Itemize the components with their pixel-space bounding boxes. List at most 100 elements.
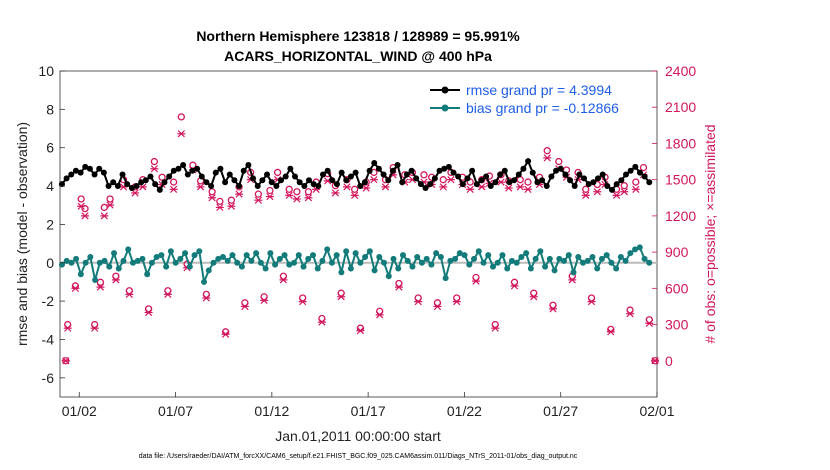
bias-point — [381, 259, 388, 266]
rmse-point — [152, 181, 159, 188]
legend-rmse-marker — [441, 86, 449, 94]
bias-point — [158, 252, 165, 259]
rmse-point — [557, 165, 564, 172]
obs-assimilated-marker — [111, 276, 120, 284]
bias-point — [646, 259, 653, 266]
obs-assimilated-marker — [504, 184, 513, 192]
bias-point — [362, 254, 369, 261]
bias-point — [82, 259, 89, 266]
bias-point — [343, 248, 350, 255]
axis-ticks: -6 -4 -2 0 2 4 6 8 10 0 300 600 900 1200 1500 1800 2100 2… — [38, 63, 696, 419]
bias-point — [87, 254, 94, 261]
obs-assimilated-marker — [61, 357, 70, 365]
bias-point — [300, 263, 307, 270]
rmse-point — [534, 179, 541, 186]
rmse-point — [100, 169, 107, 176]
rmse-point — [124, 181, 131, 188]
obs-count-markers — [61, 113, 660, 365]
bias-point — [404, 257, 411, 264]
bias-point — [366, 248, 373, 255]
bias-point — [395, 265, 402, 272]
obs-assimilated-marker — [439, 183, 448, 191]
rmse-point — [385, 177, 392, 184]
obs-assimilated-marker — [90, 324, 99, 332]
rmse-point — [119, 171, 126, 178]
rmse-point — [422, 184, 429, 191]
rmse-point — [455, 173, 462, 180]
bias-point — [96, 259, 103, 266]
bias-point — [243, 252, 250, 259]
obs-possible-marker — [439, 176, 447, 184]
obs-assimilated-marker — [177, 130, 186, 138]
bias-point — [442, 275, 449, 282]
obs-assimilated-marker — [516, 183, 525, 191]
bias-point — [466, 261, 473, 268]
rmse-point — [571, 183, 578, 190]
bias-point — [248, 257, 255, 264]
obs-possible-marker — [96, 278, 105, 286]
bias-point — [144, 271, 151, 278]
bias-point — [452, 255, 459, 262]
obs-possible-marker — [639, 163, 648, 172]
rmse-point — [539, 177, 546, 184]
x-tick-label: 01/17 — [351, 403, 386, 419]
obs-assimilated-marker — [106, 201, 115, 209]
bias-point — [399, 252, 406, 259]
obs-possible-marker — [524, 178, 532, 186]
bias-point — [485, 252, 492, 259]
rmse-point — [515, 171, 522, 178]
rmse-point — [301, 183, 308, 190]
bias-series — [58, 244, 653, 286]
rmse-point — [459, 181, 466, 188]
obs-assimilated-marker — [414, 297, 423, 306]
bias-point — [518, 254, 525, 261]
obs-possible-marker — [216, 197, 224, 206]
rmse-point — [72, 167, 79, 174]
bias-point — [584, 257, 591, 264]
bias-point — [267, 250, 274, 257]
bias-point — [414, 254, 421, 261]
rmse-point — [305, 177, 312, 184]
obs-assimilated-marker — [452, 297, 461, 306]
rmse-point — [77, 169, 84, 176]
bias-point — [579, 259, 586, 266]
rmse-point — [217, 165, 224, 172]
obs-assimilated-marker — [568, 276, 577, 284]
rmse-point — [222, 179, 229, 186]
bias-point — [617, 254, 624, 261]
bias-point — [276, 255, 283, 262]
y-right-tick-label: 300 — [665, 317, 689, 333]
bias-point — [319, 257, 326, 264]
bias-point — [139, 255, 146, 262]
chart-title-line-2: ACARS_HORIZONTAL_WIND @ 400 hPa — [224, 48, 492, 64]
rmse-point — [208, 183, 215, 190]
footer-data-file: data file: /Users/raeder/DAI/ATM_forcXX/… — [139, 453, 578, 460]
y-right-tick-label: 600 — [665, 280, 689, 296]
rmse-point — [543, 183, 550, 190]
rmse-point — [352, 169, 359, 176]
rmse-point — [646, 179, 653, 186]
bias-point — [210, 259, 217, 266]
rmse-point — [478, 177, 485, 184]
rmse-point — [63, 175, 70, 182]
bias-point — [641, 255, 648, 262]
bias-point — [229, 252, 236, 259]
rmse-point — [506, 179, 513, 186]
bias-point — [153, 254, 160, 261]
bias-point — [295, 252, 302, 259]
y-left-tick-label: 10 — [38, 63, 54, 79]
bias-point — [494, 259, 501, 266]
obs-assimilated-marker — [593, 188, 602, 196]
obs-possible-marker — [304, 188, 313, 196]
bias-point — [385, 273, 392, 280]
rmse-point — [520, 165, 527, 172]
obs-assimilated-marker — [208, 194, 217, 202]
obs-assimilated-marker — [125, 290, 134, 298]
bias-point — [575, 254, 582, 261]
rmse-point — [595, 175, 602, 182]
rmse-point — [324, 167, 331, 174]
rmse-series — [58, 158, 653, 193]
obs-assimilated-marker — [163, 290, 172, 298]
obs-assimilated-marker — [433, 302, 442, 311]
rmse-point — [473, 181, 480, 188]
